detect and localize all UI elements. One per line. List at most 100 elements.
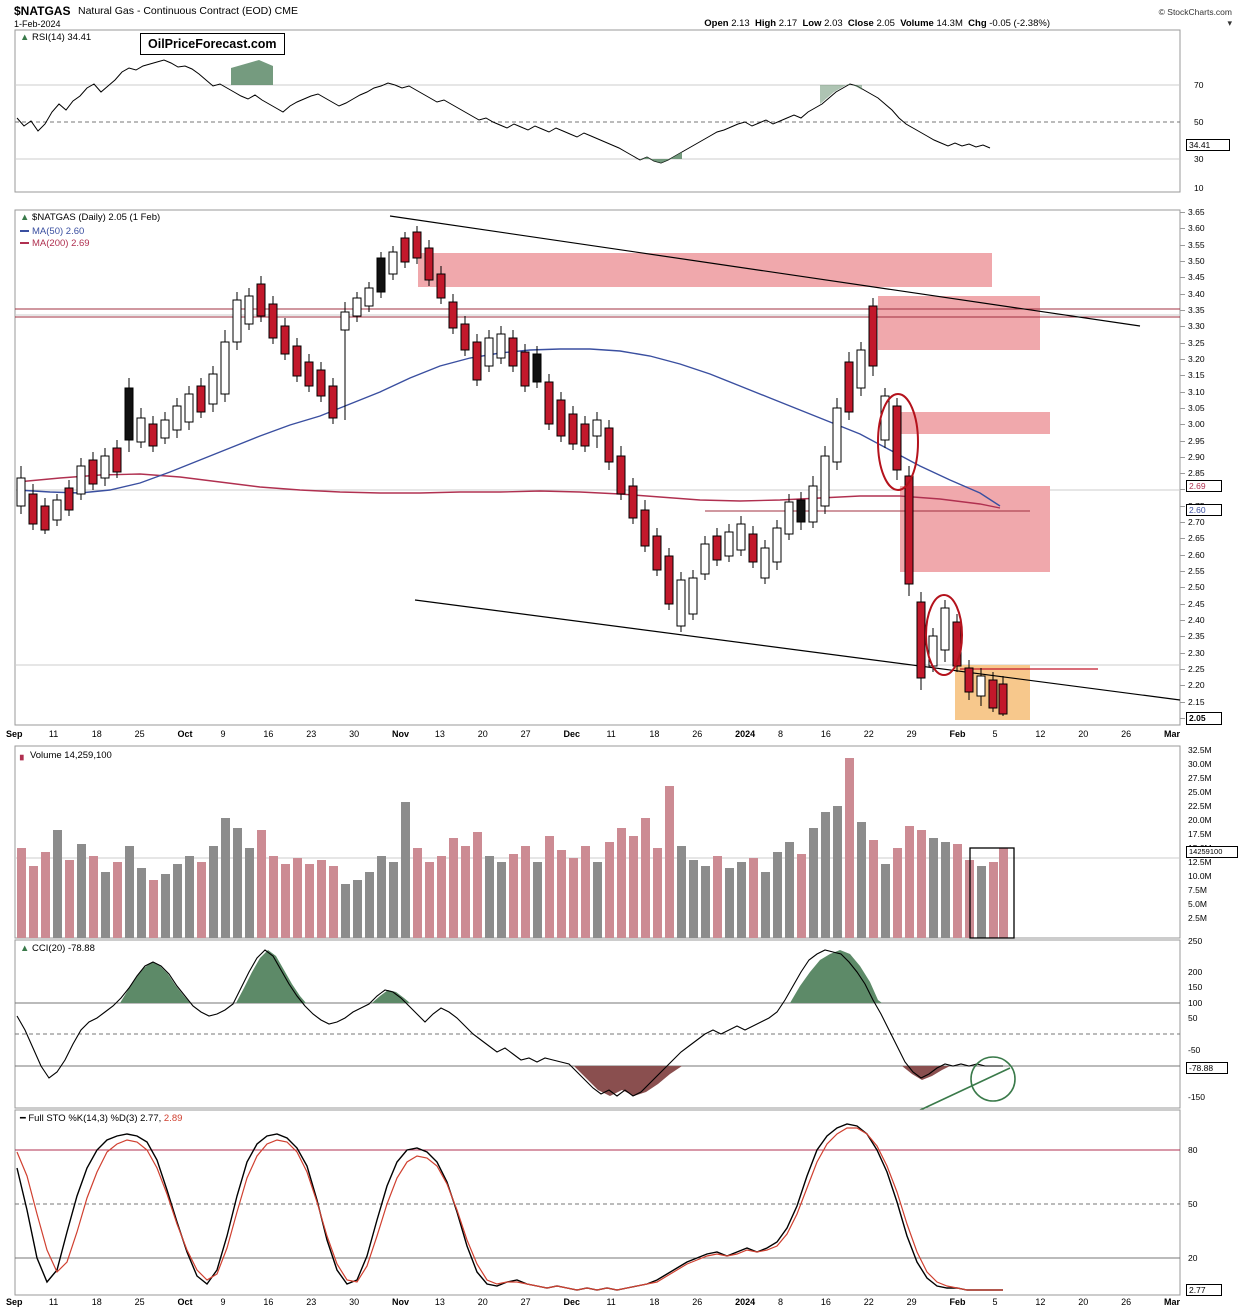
price-ytick-mark — [1180, 440, 1185, 442]
rsi-ytick-50: 50 — [1194, 117, 1204, 127]
cci-annotation-circle — [970, 1056, 1016, 1102]
rsi-panel — [14, 29, 1181, 193]
price-ytick-mark — [1180, 407, 1185, 409]
zone-red-2 — [878, 296, 1040, 350]
instrument-name: Natural Gas - Continuous Contract (EOD) … — [78, 5, 298, 17]
x-tick-Sep: Sep — [6, 729, 23, 739]
x-tick-18: 18 — [91, 1297, 102, 1307]
price-ytick-2-20: 2.20 — [1188, 680, 1205, 691]
x-tick-26: 26 — [692, 729, 703, 739]
x-tick-Feb: Feb — [949, 729, 966, 739]
volume-ytick-9: 10.0M — [1188, 871, 1212, 881]
price-ytick-2-30: 2.30 — [1188, 647, 1205, 658]
sto-last-tag: 2.77 — [1186, 1284, 1222, 1296]
price-ytick-3-15: 3.15 — [1188, 370, 1205, 381]
price-ytick-mark — [1180, 342, 1185, 344]
x-tick-22: 22 — [863, 1297, 874, 1307]
price-ytick-3-30: 3.30 — [1188, 321, 1205, 332]
x-tick-11: 11 — [606, 729, 616, 739]
price-ytick-mark — [1180, 456, 1185, 458]
candlesticks — [16, 226, 1008, 716]
rsi-label: ▲ RSI(14) 34.41 — [20, 32, 92, 43]
price-ytick-mark — [1180, 701, 1185, 703]
price-ytick-mark — [1180, 685, 1185, 687]
volume-value: 14.3M — [936, 18, 963, 29]
x-tick-11: 11 — [48, 729, 59, 739]
ma200-legend: MA(200) 2.69 — [20, 238, 90, 249]
x-tick-27: 27 — [520, 729, 531, 739]
watermark: OilPriceForecast.com — [140, 33, 285, 55]
volume-ytick-4: 22.5M — [1188, 801, 1212, 811]
cci-ytick-5: -50 — [1188, 1045, 1201, 1055]
price-ytick-3-65: 3.65 — [1188, 207, 1205, 217]
rsi-ytick-10: 10 — [1194, 183, 1204, 193]
price-ytick-mark — [1180, 538, 1185, 540]
volume-ytick-3: 25.0M — [1188, 787, 1212, 797]
x-tick-Mar: Mar — [1164, 729, 1181, 739]
price-ytick-mark — [1180, 391, 1185, 393]
price-ytick-3-05: 3.05 — [1188, 402, 1205, 413]
close-label: Close — [847, 18, 874, 29]
volume-ytick-6: 17.5M — [1188, 829, 1212, 839]
x-tick-16: 16 — [820, 1297, 831, 1307]
price-ytick-mark — [1180, 571, 1185, 573]
price-ytick-mark — [1180, 277, 1185, 279]
x-tick-2024: 2024 — [735, 1297, 756, 1307]
x-tick-26: 26 — [1121, 1297, 1132, 1307]
x-tick-18: 18 — [91, 729, 102, 739]
x-tick-16: 16 — [263, 729, 274, 739]
x-tick-23: 23 — [306, 1297, 317, 1307]
open-value: 2.13 — [731, 18, 750, 29]
low-label: Low — [802, 18, 822, 29]
price-ytick-mark — [1180, 260, 1185, 262]
high-value: 2.17 — [778, 18, 798, 29]
price-ytick-2-50: 2.50 — [1188, 582, 1205, 593]
x-tick-8: 8 — [778, 1297, 784, 1307]
price-ytick-mark — [1180, 244, 1185, 246]
price-ytick-mark — [1180, 636, 1185, 638]
x-tick-Nov: Nov — [392, 729, 410, 739]
price-ytick-mark — [1180, 489, 1185, 491]
x-tick-Feb: Feb — [949, 1297, 966, 1307]
price-ytick-mark — [1180, 228, 1185, 230]
cci-panel — [14, 939, 1181, 1113]
volume-ytick-2: 27.5M — [1188, 773, 1212, 783]
chevron-down-icon[interactable]: ▾ — [1227, 18, 1232, 28]
x-tick-Oct: Oct — [177, 1297, 193, 1307]
cci-ytick-3: 100 — [1188, 998, 1203, 1008]
price-ytick-mark — [1180, 505, 1185, 507]
open-label: Open — [704, 18, 729, 29]
x-tick-27: 27 — [520, 1297, 531, 1307]
price-ytick-mark — [1180, 554, 1185, 556]
low-value: 2.03 — [824, 18, 843, 29]
x-tick-5: 5 — [992, 1297, 998, 1307]
x-tick-23: 23 — [306, 729, 317, 739]
price-ytick-3-50: 3.50 — [1188, 255, 1205, 266]
sto-panel — [14, 1109, 1181, 1296]
cci-label: ▲ CCI(20) -78.88 — [20, 943, 95, 954]
x-tick-16: 16 — [820, 729, 831, 739]
price-ytick-mark — [1180, 652, 1185, 654]
price-panel — [14, 209, 1181, 726]
close-price-tag: 2.05 — [1186, 712, 1222, 725]
price-ytick-mark — [1180, 669, 1185, 671]
x-tick-20: 20 — [477, 1297, 488, 1307]
x-tick-9: 9 — [220, 729, 226, 739]
volume-ytick-10: 7.5M — [1188, 885, 1207, 895]
x-tick-2024: 2024 — [735, 729, 756, 739]
price-ytick-mark — [1180, 603, 1185, 605]
volume-annotation-box — [969, 847, 1015, 939]
volume-last-tag: 14259100 — [1186, 846, 1238, 858]
x-tick-22: 22 — [863, 729, 874, 739]
price-ytick-2-25: 2.25 — [1188, 664, 1205, 675]
cci-ytick-4: 50 — [1188, 1013, 1198, 1023]
x-tick-30: 30 — [349, 729, 360, 739]
x-tick-Oct: Oct — [177, 729, 193, 739]
rsi-last-tag: 34.41 — [1186, 139, 1230, 151]
price-ytick-2-65: 2.65 — [1188, 533, 1205, 544]
price-ytick-2-45: 2.45 — [1188, 598, 1205, 609]
annotation-ellipse-2 — [925, 594, 963, 676]
chg-value: -0.05 (-2.38%) — [989, 18, 1050, 29]
